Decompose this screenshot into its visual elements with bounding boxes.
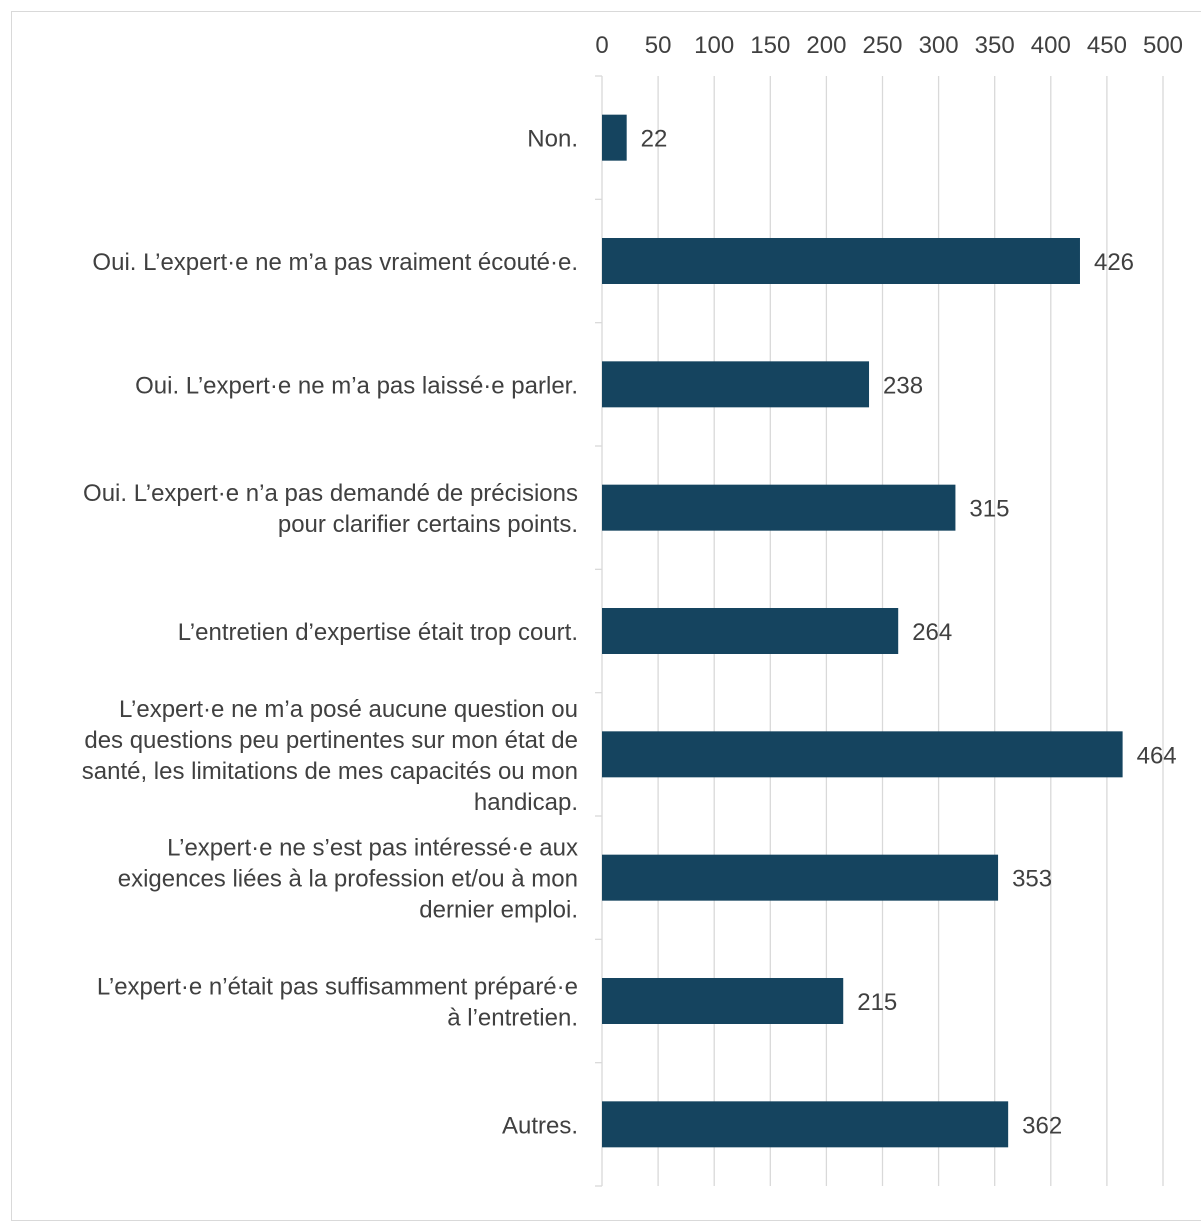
category-label: Oui. L’expert·e n’a pas demandé de préci… bbox=[83, 480, 578, 538]
category-label: L’expert·e ne s’est pas intéressé·e aux e… bbox=[118, 835, 578, 924]
bar bbox=[602, 114, 627, 161]
data-label: 215 bbox=[857, 989, 897, 1016]
x-tick-label: 450 bbox=[1087, 32, 1127, 59]
bar bbox=[602, 854, 999, 901]
category-label: Non. bbox=[527, 126, 578, 153]
data-labels: 22 426 238 315 264 464 353 215 362 bbox=[641, 126, 1177, 1140]
category-label-line: L’expert·e ne m’a posé aucune question o… bbox=[119, 696, 578, 723]
category-label-line: L’expert·e n’était pas suffisamment prép… bbox=[97, 974, 578, 1001]
x-tick-label: 250 bbox=[862, 32, 902, 59]
x-tick-label: 500 bbox=[1143, 32, 1183, 59]
bar bbox=[602, 1101, 1009, 1148]
category-label-line: Oui. L’expert·e ne m’a pas vraiment écou… bbox=[92, 249, 578, 276]
category-label: Oui. L’expert·e ne m’a pas laissé·e parl… bbox=[135, 372, 578, 399]
x-tick-label: 350 bbox=[975, 32, 1015, 59]
category-label-line: L’entretien d’expertise était trop court… bbox=[178, 619, 578, 646]
data-label: 264 bbox=[912, 619, 952, 646]
data-label: 315 bbox=[969, 496, 1009, 523]
category-label: L’expert·e ne m’a posé aucune question o… bbox=[82, 696, 578, 816]
category-label-line: pour clarifier certains points. bbox=[278, 511, 578, 538]
bar bbox=[602, 238, 1080, 284]
data-label: 426 bbox=[1094, 249, 1134, 276]
bars bbox=[602, 114, 1123, 1148]
x-tick-label: 100 bbox=[694, 32, 734, 59]
bar bbox=[602, 978, 844, 1024]
x-axis-tick-labels: 0 50 100 150 200 250 300 350 400 450 500 bbox=[595, 32, 1183, 59]
bar bbox=[602, 361, 870, 408]
x-tick-label: 300 bbox=[919, 32, 959, 59]
bar bbox=[602, 731, 1123, 778]
category-label-line: dernier emploi. bbox=[419, 897, 578, 924]
data-label: 238 bbox=[883, 372, 923, 399]
category-label-line: Oui. L’expert·e n’a pas demandé de préci… bbox=[83, 480, 578, 507]
category-label-line: des questions peu pertinentes sur mon ét… bbox=[84, 727, 578, 754]
y-axis bbox=[595, 75, 603, 1187]
data-label: 464 bbox=[1137, 742, 1177, 769]
category-label-line: handicap. bbox=[474, 789, 578, 816]
category-labels: Non. Oui. L’expert·e ne m’a pas vraiment … bbox=[82, 126, 578, 1140]
category-label: L’entretien d’expertise était trop court… bbox=[178, 619, 578, 646]
category-label-line: santé, les limitations de mes capacités … bbox=[82, 758, 578, 785]
data-label: 353 bbox=[1012, 866, 1052, 893]
x-tick-label: 150 bbox=[750, 32, 790, 59]
x-tick-label: 200 bbox=[806, 32, 846, 59]
x-tick-label: 50 bbox=[645, 32, 672, 59]
category-label: Autres. bbox=[502, 1112, 578, 1139]
category-label: L’expert·e n’était pas suffisamment prép… bbox=[97, 974, 578, 1032]
data-label: 22 bbox=[641, 126, 668, 153]
category-label-line: exigences liées à la profession et/ou à … bbox=[118, 866, 578, 893]
bar bbox=[602, 484, 956, 531]
x-tick-label: 0 bbox=[595, 32, 608, 59]
bar bbox=[602, 608, 899, 654]
category-label-line: à l’entretien. bbox=[447, 1005, 578, 1032]
data-label: 362 bbox=[1022, 1112, 1062, 1139]
category-label-line: Autres. bbox=[502, 1112, 578, 1139]
category-label-line: Non. bbox=[527, 126, 578, 153]
category-label-line: Oui. L’expert·e ne m’a pas laissé·e parl… bbox=[135, 372, 578, 399]
x-tick-label: 400 bbox=[1031, 32, 1071, 59]
category-label-line: L’expert·e ne s’est pas intéressé·e aux bbox=[167, 835, 578, 862]
category-label: Oui. L’expert·e ne m’a pas vraiment écou… bbox=[92, 249, 578, 276]
